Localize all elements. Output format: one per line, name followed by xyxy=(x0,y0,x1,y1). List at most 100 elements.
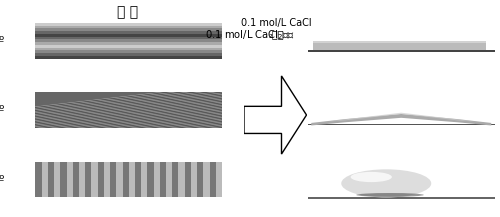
Polygon shape xyxy=(109,92,424,128)
Bar xyxy=(73,162,79,197)
Bar xyxy=(308,123,495,125)
Polygon shape xyxy=(0,92,230,128)
Polygon shape xyxy=(228,92,500,128)
Bar xyxy=(104,162,110,197)
Polygon shape xyxy=(282,92,500,128)
Text: b: b xyxy=(317,83,324,93)
Bar xyxy=(36,36,222,39)
Polygon shape xyxy=(216,92,500,128)
Bar xyxy=(36,56,222,59)
Bar xyxy=(36,34,222,36)
Bar xyxy=(36,48,222,50)
Bar xyxy=(54,162,60,197)
Bar xyxy=(129,162,135,197)
Polygon shape xyxy=(316,92,500,128)
Polygon shape xyxy=(176,92,490,128)
Polygon shape xyxy=(288,92,500,128)
Polygon shape xyxy=(326,113,476,122)
Polygon shape xyxy=(96,92,410,128)
Bar xyxy=(178,162,184,197)
Polygon shape xyxy=(168,92,483,128)
Polygon shape xyxy=(222,92,500,128)
Polygon shape xyxy=(242,92,500,128)
Bar xyxy=(36,26,222,28)
Polygon shape xyxy=(162,92,476,128)
Polygon shape xyxy=(262,92,500,128)
Polygon shape xyxy=(248,92,500,128)
Bar xyxy=(36,45,222,48)
Text: 0º: 0º xyxy=(0,36,5,46)
Polygon shape xyxy=(0,92,177,128)
Bar xyxy=(216,162,222,197)
Polygon shape xyxy=(0,92,204,128)
Polygon shape xyxy=(188,92,500,128)
Polygon shape xyxy=(9,92,324,128)
Polygon shape xyxy=(148,92,464,128)
Polygon shape xyxy=(196,92,500,128)
Polygon shape xyxy=(42,92,356,128)
Polygon shape xyxy=(0,92,284,128)
Text: 空 气: 空 气 xyxy=(117,5,138,20)
Polygon shape xyxy=(0,92,310,128)
Polygon shape xyxy=(76,92,390,128)
Polygon shape xyxy=(0,92,290,128)
Bar xyxy=(36,39,222,42)
Bar xyxy=(197,162,203,197)
Polygon shape xyxy=(129,92,444,128)
Bar xyxy=(313,41,486,43)
Polygon shape xyxy=(0,92,164,128)
Bar xyxy=(172,162,178,197)
Bar xyxy=(36,162,42,197)
Polygon shape xyxy=(311,114,491,125)
Polygon shape xyxy=(336,92,500,128)
Polygon shape xyxy=(16,92,330,128)
Polygon shape xyxy=(276,92,500,128)
Polygon shape xyxy=(116,92,430,128)
Bar xyxy=(36,50,222,53)
Polygon shape xyxy=(0,92,297,128)
Bar xyxy=(308,197,495,199)
Polygon shape xyxy=(0,92,277,128)
Polygon shape xyxy=(49,92,364,128)
Polygon shape xyxy=(356,92,500,128)
Ellipse shape xyxy=(350,172,392,182)
Bar xyxy=(60,162,66,197)
Bar xyxy=(148,162,154,197)
Bar xyxy=(110,162,116,197)
Bar xyxy=(85,162,91,197)
Bar xyxy=(36,42,222,45)
Polygon shape xyxy=(256,92,500,128)
Bar xyxy=(166,162,172,197)
Polygon shape xyxy=(0,92,270,128)
Bar xyxy=(42,162,48,197)
Bar xyxy=(98,162,104,197)
Bar xyxy=(116,162,122,197)
Polygon shape xyxy=(89,92,404,128)
Polygon shape xyxy=(362,92,500,128)
Polygon shape xyxy=(202,92,500,128)
Polygon shape xyxy=(0,92,264,128)
Text: a: a xyxy=(317,14,324,24)
Polygon shape xyxy=(0,92,197,128)
Polygon shape xyxy=(0,92,224,128)
Bar xyxy=(184,162,191,197)
Polygon shape xyxy=(388,92,500,128)
Polygon shape xyxy=(0,92,257,128)
Polygon shape xyxy=(368,92,500,128)
Bar xyxy=(141,162,148,197)
Bar xyxy=(66,162,73,197)
Polygon shape xyxy=(82,92,396,128)
Polygon shape xyxy=(402,92,500,128)
Bar xyxy=(122,162,129,197)
Bar xyxy=(36,31,222,34)
Bar xyxy=(48,162,54,197)
Polygon shape xyxy=(0,92,250,128)
Polygon shape xyxy=(36,92,350,128)
Text: 90º: 90º xyxy=(0,174,5,185)
Polygon shape xyxy=(182,92,496,128)
Bar xyxy=(204,162,210,197)
Polygon shape xyxy=(244,76,306,154)
Ellipse shape xyxy=(356,193,424,197)
Polygon shape xyxy=(0,92,210,128)
Bar xyxy=(36,92,222,128)
